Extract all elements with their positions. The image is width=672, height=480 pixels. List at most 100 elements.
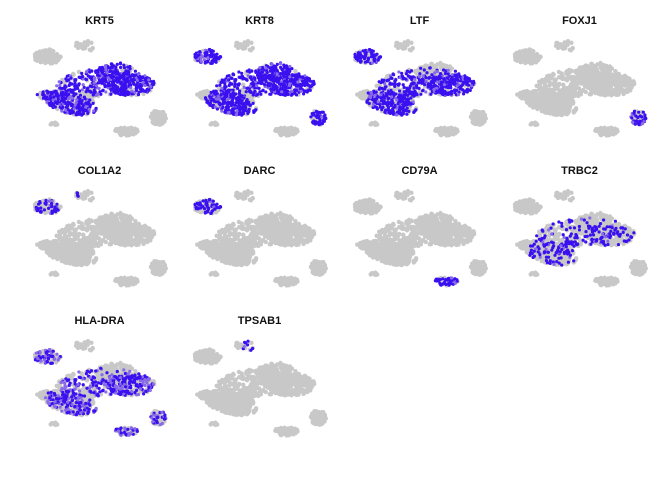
expressing-cell-point [112,88,116,92]
expressing-cell-point [422,68,426,72]
expressing-cell-point [275,76,279,80]
expressing-cell-point [442,68,446,72]
expressing-cell-point [244,101,248,105]
expressing-cell-point [73,87,77,91]
expressing-cell-point [242,85,246,89]
expressing-cell-point [75,98,79,102]
expressing-cell-point [283,89,287,94]
expressing-cell-point [138,75,142,79]
expressing-cell-point [119,65,123,69]
expressing-cell-point [74,113,78,117]
expressing-cell-point [70,103,74,107]
expressing-cell-point [110,75,114,80]
expressing-cell-point [298,75,302,79]
cell-point [241,82,246,87]
panel-krt8: KRT8 [193,15,328,138]
expressing-cell-point [373,93,377,97]
expressing-cell-point [454,76,458,80]
expressing-cell-point [84,77,88,81]
expressing-cell-point [461,80,465,84]
expressing-cell-point [288,82,292,86]
expressing-cell-point [58,83,62,87]
expressing-cell-point [631,120,635,124]
expressing-cell-point [640,115,644,119]
expressing-cell-point [59,93,63,97]
expressing-cell-point [308,88,312,92]
cell-point [566,100,571,105]
expressing-cell-point [275,72,279,76]
cell-point [447,64,453,69]
expressing-cell-point [323,117,327,121]
cell-point [607,64,613,69]
cell-point [601,73,606,78]
panel-title: COL1A2 [78,165,121,177]
expressing-cell-point [391,72,395,76]
cell-point [583,89,588,95]
expressing-cell-point [76,86,80,90]
cell-point [586,83,591,88]
cell-point [44,59,50,64]
cell-point [43,53,48,59]
expressing-cell-point [402,109,406,114]
cell-point [603,84,608,90]
expressing-cell-point [69,76,73,80]
expressing-cell-point [303,77,307,81]
expressing-cell-point [379,55,383,59]
expressing-cell-point [285,79,289,83]
expressing-cell-point [125,79,129,83]
expressing-cell-point [379,93,383,97]
expressing-cell-point [101,77,105,81]
expressing-cell-point [296,80,300,84]
cell-point [479,110,485,115]
expressing-cell-point [446,92,450,97]
expressing-cell-point [272,88,276,92]
expressing-cell-point [141,80,145,84]
high-expression-points [35,61,156,117]
expressing-cell-point [213,105,217,109]
expressing-cell-point [380,86,384,90]
cell-point [289,125,294,131]
expressing-cell-point [78,89,82,93]
expressing-cell-point [226,97,230,101]
expressing-cell-point [269,69,273,73]
cell-point [595,71,600,77]
expressing-cell-point [122,63,126,67]
expressing-cell-point [316,121,320,125]
panel-ltf: LTF [353,15,488,138]
expressing-cell-point [415,93,419,97]
expressing-cell-point [411,81,415,85]
expressing-cell-point [219,93,223,97]
expressing-cell-point [260,70,264,74]
expressing-cell-point [87,107,91,111]
expressing-cell-point [270,62,274,66]
expressing-cell-point [282,63,286,67]
expressing-cell-point [233,103,237,107]
cell-point [528,122,533,127]
expressing-cell-point [248,84,252,88]
expressing-cell-point [222,96,226,100]
expressing-cell-point [432,88,436,92]
expressing-cell-point [449,86,453,90]
expressing-cell-point [220,86,224,90]
expressing-cell-point [41,96,46,100]
cell-point [80,44,86,49]
expressing-cell-point [241,74,245,79]
expressing-cell-point [113,84,118,88]
expressing-cell-point [80,88,84,92]
expressing-cell-point [62,96,66,100]
expressing-cell-point [245,98,249,102]
expressing-cell-point [435,86,439,90]
expressing-cell-point [147,78,151,82]
expressing-cell-point [104,90,108,94]
cell-point [368,122,373,127]
expressing-cell-point [396,82,400,87]
expressing-cell-point [62,86,66,90]
expressing-cell-point [263,83,267,87]
cell-point [282,130,287,135]
expressing-cell-point [71,91,75,95]
cell-point [560,74,565,79]
cell-point [436,128,441,134]
expressing-cell-point [446,68,450,72]
expressing-cell-point [413,77,417,81]
cell-point [574,83,579,88]
